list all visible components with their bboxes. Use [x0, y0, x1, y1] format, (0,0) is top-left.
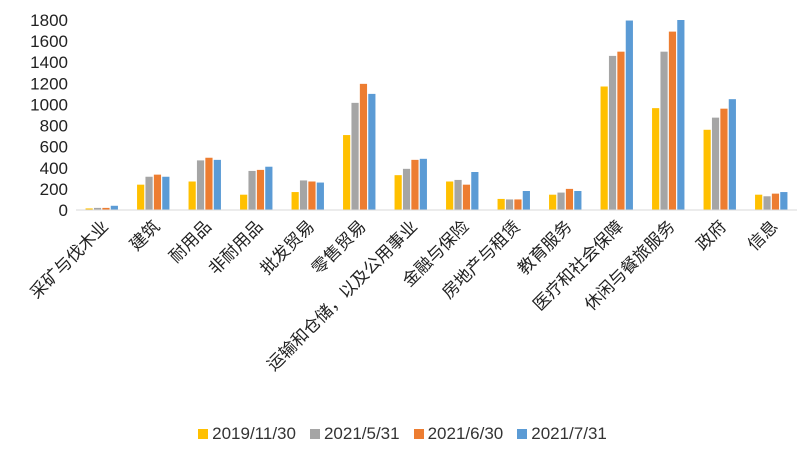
x-tick-label: 信息: [744, 217, 782, 255]
x-tick-label: 政府: [693, 217, 731, 255]
bar: [728, 99, 736, 210]
y-tick-label: 0: [59, 201, 68, 220]
bar: [771, 193, 780, 210]
bar: [522, 191, 530, 210]
bar: [514, 199, 522, 210]
legend-swatch: [517, 429, 528, 439]
bar: [446, 181, 454, 210]
bar: [565, 188, 574, 210]
x-tick-label: 建筑: [126, 217, 164, 255]
bar: [660, 51, 668, 210]
legend-label: 2021/7/31: [531, 424, 607, 443]
bar: [153, 174, 162, 210]
bar: [265, 166, 273, 210]
legend-swatch: [413, 429, 424, 439]
bar: [617, 51, 625, 210]
y-tick-label: 200: [40, 180, 68, 199]
legend-swatch: [198, 429, 209, 439]
y-tick-label: 1800: [30, 11, 68, 30]
bar: [248, 170, 256, 210]
bar: [162, 176, 170, 210]
bar: [462, 184, 471, 210]
bar: [419, 158, 427, 210]
y-tick-label: 600: [40, 138, 68, 157]
bar: [668, 31, 677, 210]
bar: [763, 196, 771, 210]
x-axis: 采矿与伐木业 建筑 耐用品非耐用品批发贸易零售贸易运输和仓储，以及公用事业金融与保险…: [27, 217, 783, 375]
bar: [557, 192, 565, 210]
bar: [188, 181, 196, 210]
x-tick-label: 医疗和社会保障: [530, 217, 628, 315]
bar: [755, 194, 763, 210]
bar: [343, 135, 351, 210]
y-tick-label: 1600: [30, 32, 68, 51]
bar: [316, 182, 324, 210]
bar: [574, 191, 582, 210]
x-tick-label: 批发贸易: [257, 217, 319, 279]
bar: [600, 86, 608, 210]
bar: [497, 198, 505, 210]
bar: [411, 159, 419, 210]
bar: [368, 93, 376, 210]
legend-swatch: [309, 429, 320, 439]
bar: [720, 108, 728, 210]
legend-item: 2021/5/31: [309, 424, 400, 444]
bar: [205, 157, 213, 210]
bar: [240, 194, 248, 210]
bar: [471, 172, 479, 210]
bar: [625, 20, 633, 211]
bar: [402, 168, 411, 210]
legend-label: 2019/11/30: [212, 424, 296, 443]
bar: [652, 108, 660, 210]
y-tick-label: 1000: [30, 95, 68, 114]
y-tick-label: 400: [40, 159, 68, 178]
bar: [549, 194, 557, 210]
bar: [93, 207, 102, 210]
bar: [711, 117, 720, 210]
y-tick-label: 1400: [30, 53, 68, 72]
bar: [291, 192, 299, 210]
bar: [703, 129, 711, 210]
bar: [110, 205, 118, 210]
bar: [256, 169, 265, 210]
y-axis: 0 200 400 600 800 1000 1200 1400 1600 1800: [30, 11, 68, 220]
bar: [145, 176, 153, 210]
y-tick-label: 800: [40, 117, 68, 136]
bar: [196, 160, 205, 210]
legend-label: 2021/6/30: [427, 424, 504, 443]
bar: [505, 199, 514, 210]
bars: [85, 20, 788, 211]
bar: [454, 179, 462, 210]
bar: [780, 192, 788, 210]
x-tick-label: 耐用品: [166, 217, 216, 267]
y-tick-label: 1200: [30, 74, 68, 93]
x-tick-label: 采矿与伐木业: [27, 217, 113, 303]
bar: [359, 83, 368, 210]
bar: [213, 159, 221, 210]
legend-item: 2021/7/31: [517, 424, 607, 444]
bar: [308, 181, 316, 210]
legend-item: 2021/6/30: [413, 424, 504, 444]
bar: [677, 20, 685, 210]
bar: [102, 207, 110, 210]
legend-item: 2019/11/30: [198, 424, 296, 444]
bar: [137, 184, 145, 210]
legend-label: 2021/5/31: [323, 424, 400, 443]
bar: [85, 208, 93, 210]
bar: [394, 175, 402, 210]
x-tick-label: 非耐用品: [205, 217, 267, 279]
bar: [351, 102, 359, 210]
x-tick-label: 休闲与餐旅服务: [581, 217, 679, 315]
legend: 2019/11/30 2021/5/31 2021/6/30 2021/7/31: [0, 424, 805, 444]
bar: [299, 180, 308, 210]
bar: [608, 55, 617, 210]
